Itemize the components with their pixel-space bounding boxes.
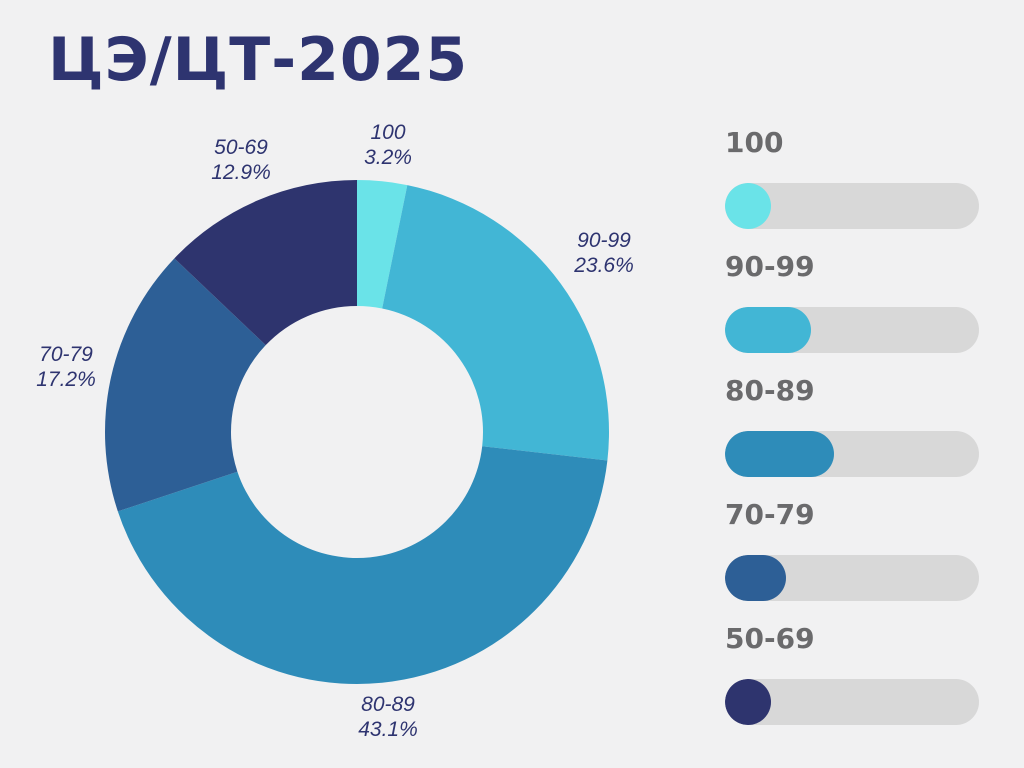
slice-category-label: 50-69 <box>214 136 268 159</box>
legend-bar-track <box>725 679 979 725</box>
slice-value-label: 43.1% <box>358 718 418 741</box>
legend-bar-track <box>725 307 979 353</box>
legend-bar-fill <box>725 555 786 601</box>
legend-bar-track <box>725 183 979 229</box>
legend-label: 50-69 <box>725 622 815 655</box>
legend-bar-fill <box>725 183 771 229</box>
legend: 100 90-99 80-89 70-79 50-69 <box>725 126 979 746</box>
slice-value-label: 23.6% <box>573 254 634 277</box>
legend-label: 70-79 <box>725 498 815 531</box>
page-title: ЦЭ/ЦТ-2025 <box>48 25 469 95</box>
slice-value-label: 17.2% <box>36 368 96 391</box>
legend-bar-track <box>725 431 979 477</box>
legend-item: 100 <box>725 126 979 250</box>
slice-category-label: 90-99 <box>577 229 631 252</box>
donut-slice <box>174 180 357 346</box>
legend-bar-fill <box>725 307 812 353</box>
legend-label: 80-89 <box>725 374 815 407</box>
slice-category-label: 80-89 <box>361 693 415 716</box>
legend-label: 100 <box>725 126 784 159</box>
donut-slice <box>382 185 610 461</box>
legend-label: 90-99 <box>725 250 815 283</box>
legend-bar-track <box>725 555 979 601</box>
donut-slice <box>117 446 608 685</box>
donut-slice <box>105 258 266 512</box>
slice-category-label: 70-79 <box>39 343 93 366</box>
legend-item: 70-79 <box>725 498 979 622</box>
donut-slice <box>357 180 408 309</box>
legend-bar-fill <box>725 431 835 477</box>
slice-value-label: 3.2% <box>364 146 412 169</box>
legend-item: 80-89 <box>725 374 979 498</box>
slice-value-label: 12.9% <box>211 161 271 184</box>
legend-item: 90-99 <box>725 250 979 374</box>
slice-category-label: 100 <box>370 121 405 144</box>
legend-item: 50-69 <box>725 622 979 746</box>
legend-bar-fill <box>725 679 771 725</box>
